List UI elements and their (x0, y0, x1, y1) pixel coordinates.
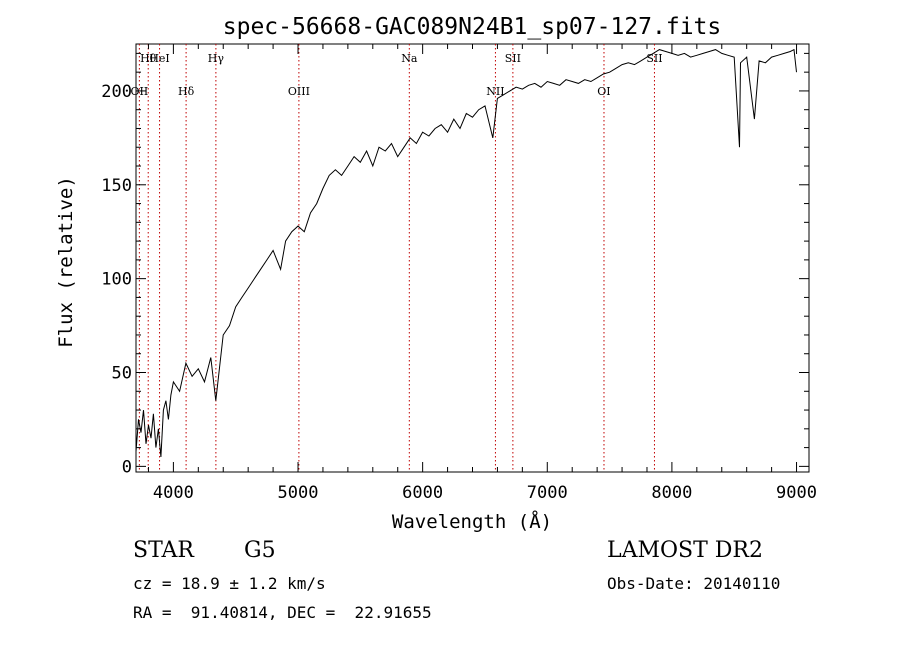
y-tick-label: 100 (101, 270, 132, 290)
y-tick-label: 150 (101, 176, 132, 196)
line-marker-label: OIII (288, 85, 310, 98)
object-class: STAR (133, 538, 194, 563)
y-tick-label: 0 (122, 457, 132, 477)
object-subclass: G5 (244, 538, 276, 563)
x-tick-label: 5000 (278, 483, 319, 503)
redshift-value: cz = 18.9 ± 1.2 km/s (133, 574, 326, 593)
x-tick-label: 7000 (527, 483, 568, 503)
line-marker-label: Hθ (140, 52, 157, 65)
y-tick-label: 50 (112, 364, 132, 384)
chart-title: spec-56668-GAC089N24B1_sp07-127.fits (223, 14, 722, 40)
x-tick-label: 6000 (402, 483, 443, 503)
spectrum-line (135, 48, 797, 458)
line-marker-label: HeI (149, 52, 169, 65)
line-marker-label: SII (646, 52, 662, 65)
y-tick-label: 200 (101, 82, 132, 102)
x-axis-label: Wavelength (Å) (392, 510, 552, 533)
x-tick-label: 4000 (153, 483, 194, 503)
x-tick-label: 8000 (651, 483, 692, 503)
survey-name: LAMOST DR2 (607, 538, 763, 563)
line-marker-label: Na (401, 52, 418, 65)
plot-frame (135, 43, 810, 473)
line-marker-label: NII (486, 85, 504, 98)
line-marker-label: SII (505, 52, 521, 65)
line-marker-label: OI (597, 85, 610, 98)
coordinates: RA = 91.40814, DEC = 22.91655 (133, 603, 432, 622)
x-tick-label: 9000 (776, 483, 817, 503)
y-axis-label: Flux (relative) (55, 176, 77, 348)
plot-area: Hθ OII HeI Hδ Hγ OIII Na NII SII OI SII 4000 5000 600… (101, 43, 817, 503)
line-marker-label: Hδ (178, 85, 195, 98)
line-marker-label: Hγ (208, 52, 225, 65)
line-marker-label: OII (131, 85, 149, 98)
obs-date: Obs-Date: 20140110 (607, 574, 781, 593)
